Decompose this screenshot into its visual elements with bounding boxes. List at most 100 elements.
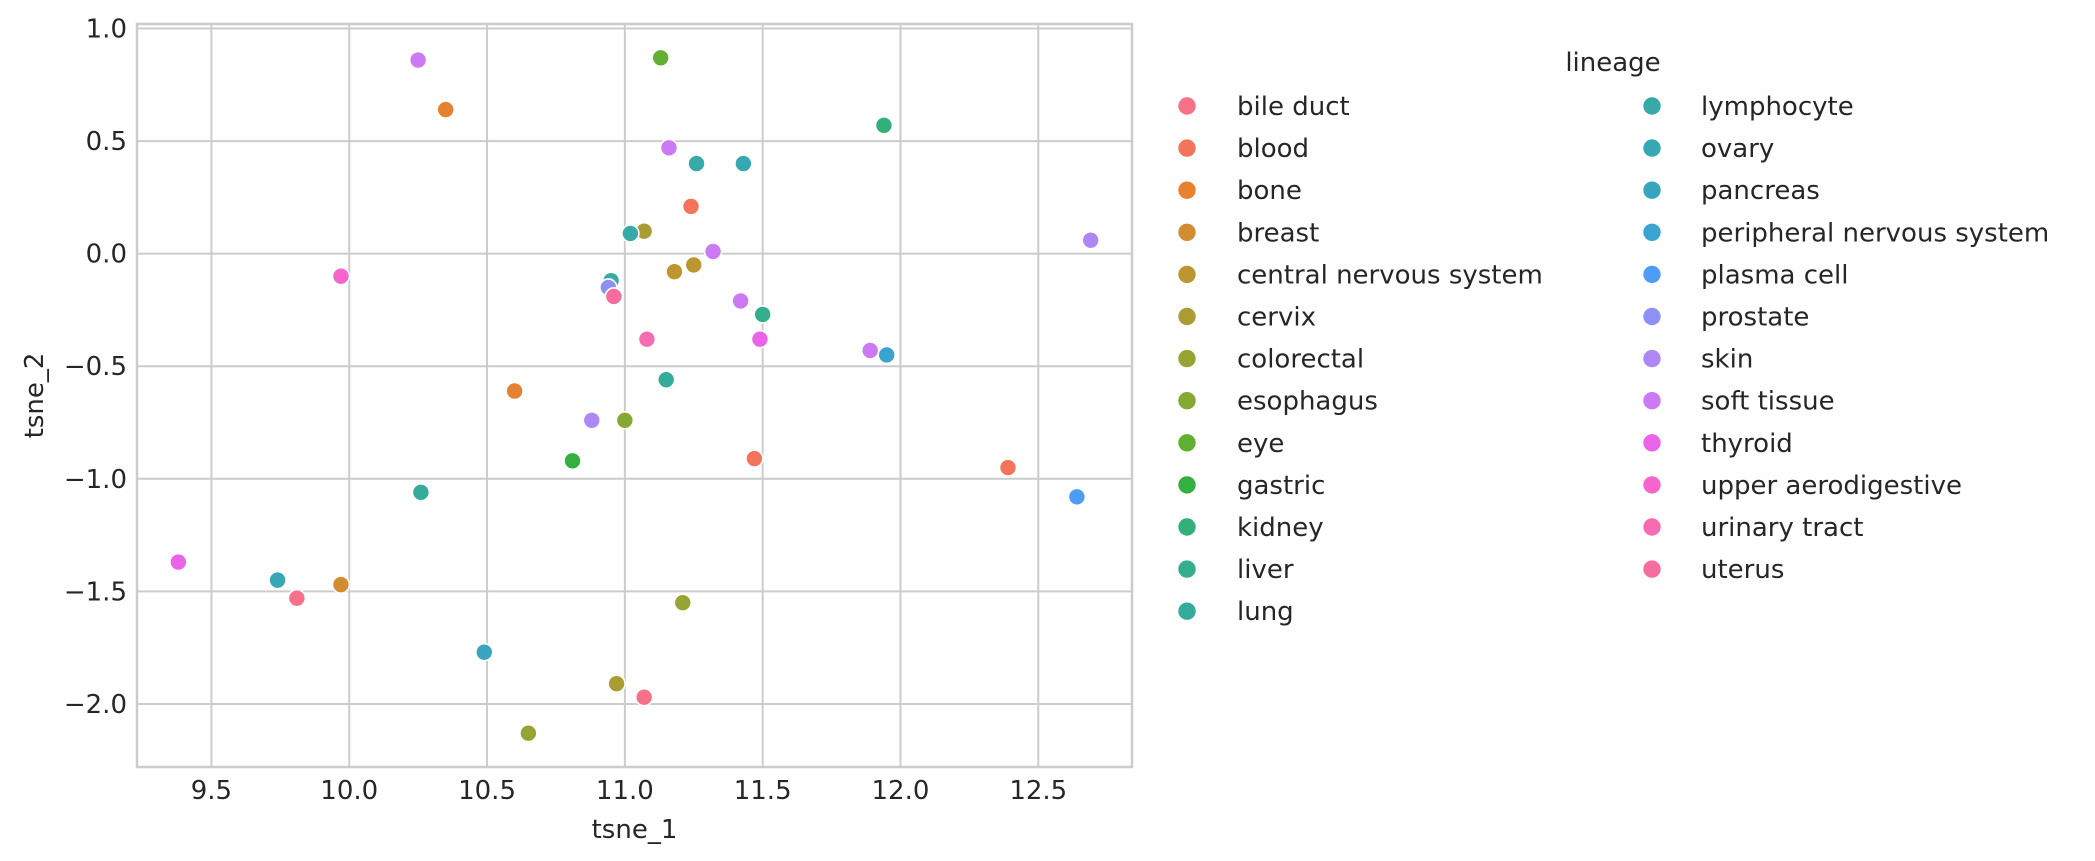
data-point [563,451,582,471]
data-point [287,588,307,608]
legend-marker [1176,137,1198,159]
data-point [877,345,896,365]
legend-entry: pancreas [1701,176,1820,206]
legend-entry: thyroid [1701,429,1793,459]
legend-marker [1176,558,1198,580]
x-axis-label: tsne_1 [592,815,678,845]
data-point [753,305,772,324]
legend-marker [1641,222,1663,243]
legend-entry: central nervous system [1237,260,1543,290]
data-point [703,242,723,261]
legend-entry: gastric [1237,471,1325,501]
x-tick-label: 12.0 [872,776,930,806]
legend-entry: cervix [1237,303,1316,333]
x-tick-label: 10.5 [458,776,516,806]
data-point [474,642,494,662]
legend-entry: colorectal [1237,345,1364,375]
y-tick-labels: 1.0 0.5 0.0 −0.5 −1.0 −1.5 −2.0 [64,15,127,720]
y-tick-label: −0.5 [64,352,127,382]
data-point [665,262,684,281]
legend-marker [1176,432,1198,454]
legend-entry: liver [1237,555,1294,585]
legend-marker [1176,179,1198,201]
data-point [582,410,602,430]
legend-marker [1641,516,1663,538]
data-point [860,341,880,360]
data-point [734,154,753,173]
y-tick-label: 0.5 [86,127,127,157]
data-point [634,687,654,707]
legend-marker [1176,306,1198,327]
legend-entry: ovary [1701,134,1774,164]
legend-marker [1176,474,1198,496]
y-tick-label: 0.0 [86,240,127,270]
legend-marker [1176,95,1198,117]
data-point [621,224,640,243]
legend-marker [1176,348,1198,369]
data-point [750,329,770,349]
legend-marker [1176,264,1198,285]
x-tick-label: 12.5 [1009,776,1067,806]
data-point [411,483,431,502]
x-tick-label: 11.5 [734,776,792,806]
grid [137,24,1132,767]
legend-marker [1176,516,1198,538]
legend-marker [1641,474,1663,496]
data-point [169,552,188,572]
legend-entry: plasma cell [1701,260,1848,290]
y-tick-label: −1.0 [64,465,127,495]
data-points [169,48,1100,743]
legend-title: lineage [1565,48,1660,78]
legend-marker [1176,222,1198,243]
data-point [656,370,676,390]
data-point [604,287,624,306]
data-point [331,575,351,594]
legend-entry: uterus [1701,555,1784,585]
data-point [268,570,287,590]
legend-marker [1641,179,1663,201]
legend-entry: peripheral nervous system [1701,218,2049,248]
y-tick-label: 1.0 [86,15,127,45]
x-tick-labels: 9.5 10.0 10.5 11.0 11.5 12.0 12.5 [191,776,1067,806]
data-point [615,410,635,430]
legend-entry: lymphocyte [1701,92,1854,122]
legend-entry: skin [1701,345,1753,375]
legend-marker [1641,306,1663,327]
data-point [607,674,626,693]
data-point [519,723,538,743]
y-axis-label: tsne_2 [20,353,50,439]
data-point [1081,230,1100,250]
legend-entry: eye [1237,429,1284,459]
legend-marker [1641,558,1663,580]
legend-entry: urinary tract [1701,513,1863,543]
y-tick-label: −2.0 [64,690,127,720]
data-point [998,458,1018,477]
data-point [731,291,750,311]
data-point [331,266,351,286]
legend-entry: kidney [1237,513,1324,543]
legend: lineage bile duct blood bone breast central … [1176,48,2049,627]
data-point [745,449,764,468]
plot-frame [135,22,1134,769]
legend-marker [1641,264,1663,285]
legend-entry: soft tissue [1701,387,1835,417]
legend-marker [1641,137,1663,159]
data-point [637,329,657,349]
legend-entry: blood [1237,134,1309,164]
x-tick-label: 10.0 [320,776,378,806]
data-point [681,197,701,216]
data-point [505,381,524,401]
legend-entry: prostate [1701,303,1809,333]
data-point [1067,487,1087,507]
legend-entry: esophagus [1237,387,1378,417]
data-point [659,138,679,158]
data-point [651,48,670,68]
legend-marker [1641,348,1663,369]
legend-entry: upper aerodigestive [1701,471,1962,501]
legend-entry: bone [1237,176,1302,206]
legend-entry: lung [1237,597,1294,627]
legend-entry: bile duct [1237,92,1350,122]
x-tick-label: 11.0 [596,776,654,806]
data-point [436,100,455,119]
